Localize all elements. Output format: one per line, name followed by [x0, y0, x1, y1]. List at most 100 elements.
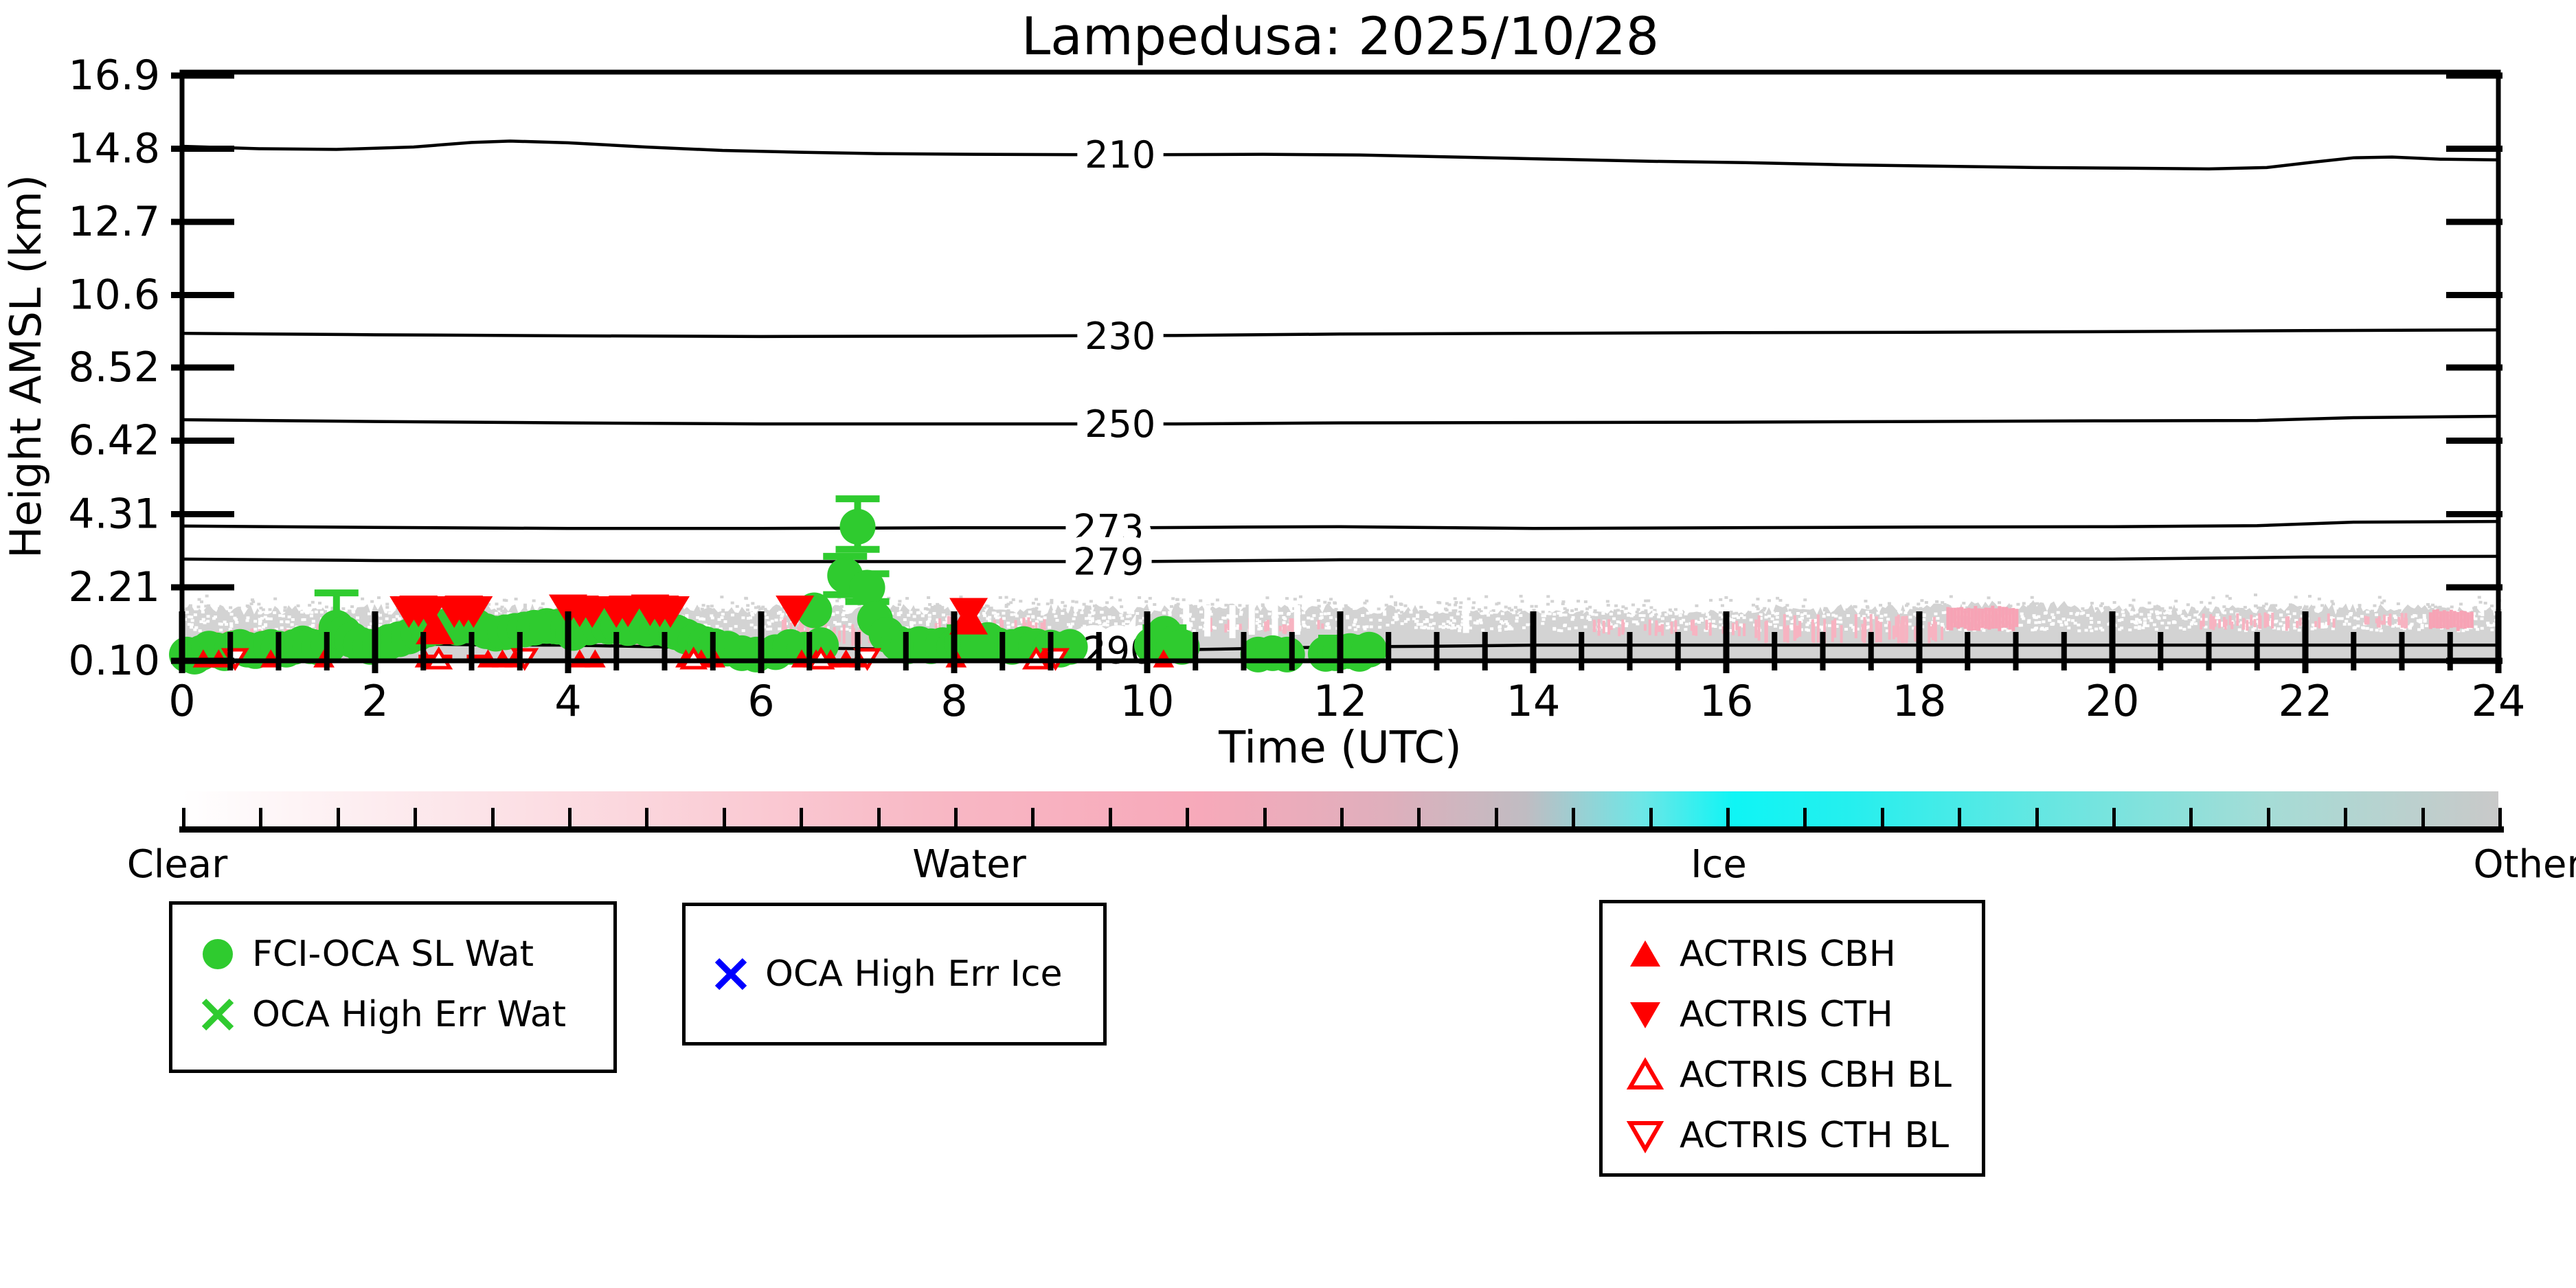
band-speckle — [1699, 617, 1704, 620]
band-speckle — [995, 616, 999, 620]
band-speckle — [1559, 629, 1563, 633]
band-speckle — [1020, 618, 1024, 622]
band-speckle — [1279, 611, 1283, 615]
band-speckle — [1704, 618, 1708, 621]
band-speckle — [1593, 609, 1597, 613]
band-speckle — [1767, 614, 1772, 618]
band-speckle — [920, 614, 925, 618]
band-speckle — [2133, 611, 2137, 615]
band-speckle — [2417, 628, 2421, 631]
band-speckle — [1478, 618, 1482, 622]
band-speckle — [1707, 620, 1711, 623]
band-speckle — [1759, 613, 1763, 616]
band-speckle — [1006, 625, 1010, 629]
band-speckle — [2215, 616, 2219, 620]
band-speckle — [1504, 620, 1508, 623]
band-speckle — [721, 609, 725, 612]
band-speckle — [1476, 620, 1480, 623]
band-speckle — [1100, 611, 1104, 614]
x-tick-label: 8 — [940, 676, 967, 726]
band-speckle — [1403, 604, 1408, 607]
legend-label: ACTRIS CBH BL — [1680, 1054, 1952, 1096]
band-speckle — [1934, 612, 1938, 615]
band-speckle — [714, 611, 718, 614]
band-speckle — [185, 611, 189, 614]
band-speckle — [2073, 622, 2077, 625]
pink-patch — [2439, 611, 2443, 629]
band-speckle — [1092, 605, 1096, 608]
band-speckle — [324, 610, 328, 613]
band-speckle — [1458, 606, 1462, 609]
band-speckle — [229, 606, 233, 609]
x-glyph — [201, 998, 234, 1031]
isotherm-279 — [181, 554, 2499, 563]
band-speckle — [2293, 626, 2297, 630]
band-speckle — [1489, 611, 1493, 615]
band-speckle — [1616, 620, 1620, 624]
band-speckle — [2189, 622, 2193, 626]
band-speckle — [2048, 607, 2053, 611]
band-speckle — [502, 598, 506, 602]
band-speckle — [1138, 628, 1142, 631]
band-speckle — [259, 629, 263, 633]
band-speckle — [2195, 613, 2199, 617]
band-speckle — [500, 605, 504, 609]
band-speckle — [1798, 618, 1802, 621]
band-speckle — [2346, 615, 2350, 618]
band-speckle — [1096, 611, 1100, 614]
band-speckle — [1583, 600, 1588, 603]
band-speckle — [1987, 596, 1991, 600]
band-speckle — [1594, 613, 1598, 616]
band-speckle — [1054, 615, 1058, 618]
band-speckle — [1787, 611, 1792, 615]
band-speckle — [1865, 605, 1869, 609]
band-speckle — [1964, 629, 1968, 632]
pink-patch — [1974, 606, 1978, 631]
band-speckle — [1126, 615, 1130, 618]
band-speckle — [2193, 622, 2197, 625]
band-speckle — [1822, 609, 1827, 612]
band-speckle — [848, 629, 852, 632]
band-speckle — [1906, 602, 1910, 606]
band-speckle — [2162, 616, 2167, 620]
band-speckle — [1120, 617, 1125, 620]
colorbar-tick — [2266, 808, 2270, 827]
band-speckle — [1629, 614, 1634, 618]
band-speckle — [373, 609, 377, 613]
band-speckle — [499, 607, 503, 611]
band-speckle — [1711, 624, 1715, 627]
band-speckle — [1119, 613, 1123, 617]
band-speckle — [2059, 623, 2064, 626]
band-speckle — [1013, 613, 1017, 616]
band-speckle — [257, 602, 261, 606]
legend-label: FCI-OCA SL Wat — [252, 934, 534, 975]
band-speckle — [2266, 610, 2270, 613]
band-speckle — [1072, 617, 1076, 620]
band-speckle — [2086, 613, 2090, 617]
band-speckle — [1369, 610, 1373, 613]
band-speckle — [2422, 607, 2426, 610]
band-speckle — [1105, 623, 1109, 626]
pink-patch — [1977, 608, 1981, 631]
green-circle-marker-icon — [196, 932, 240, 976]
band-speckle — [1394, 603, 1398, 607]
band-speckle — [1061, 600, 1065, 604]
x-tick-label: 18 — [1893, 676, 1947, 726]
band-speckle — [2050, 622, 2054, 626]
band-speckle — [2384, 618, 2388, 622]
band-speckle — [1335, 618, 1339, 621]
band-speckle — [251, 600, 256, 604]
band-speckle — [2094, 627, 2099, 631]
band-speckle — [1352, 623, 1356, 626]
band-speckle — [1353, 628, 1357, 631]
band-speckle — [1497, 602, 1501, 605]
band-speckle — [898, 600, 902, 603]
triangle-down-open-glyph — [1626, 1121, 1664, 1153]
band-speckle — [1616, 609, 1620, 612]
band-speckle — [2298, 606, 2303, 609]
colorbar-tick — [1186, 808, 1190, 827]
band-speckle — [1210, 602, 1214, 606]
band-speckle — [246, 616, 250, 620]
band-speckle — [2117, 618, 2121, 622]
band-speckle — [2130, 620, 2134, 623]
